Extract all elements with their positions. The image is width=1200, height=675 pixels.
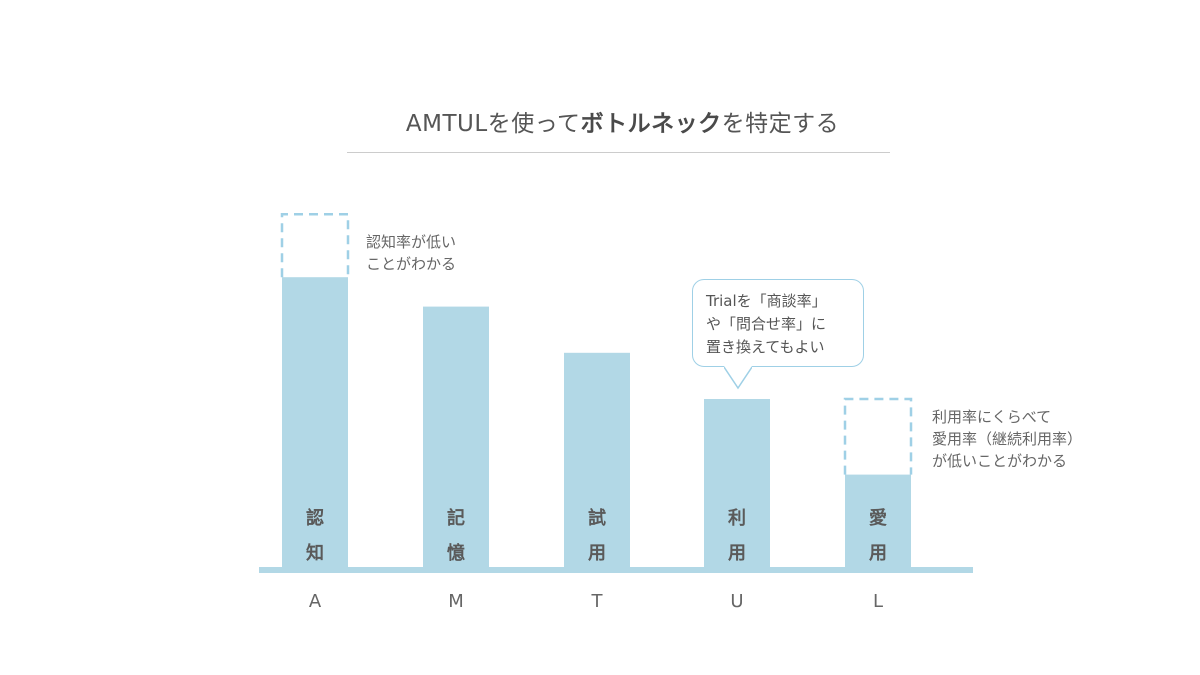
category-label-u: U xyxy=(730,591,743,612)
bar-label-t-2: 用 xyxy=(588,543,606,564)
title-suffix: を特定する xyxy=(721,111,840,137)
bar-label-l-1: 愛 xyxy=(869,507,887,529)
target-outline-l xyxy=(843,397,913,475)
title-emphasis: ボトルネック xyxy=(580,111,722,137)
baseline xyxy=(259,567,973,573)
bar-label-m-1: 記 xyxy=(447,507,465,529)
bar-label-a-2: 知 xyxy=(306,542,324,564)
bar-label-u-1: 利 xyxy=(728,507,746,529)
page-title: AMTULを使ってボトルネックを特定する xyxy=(0,104,1200,138)
bar-label-m-2: 憶 xyxy=(447,542,465,564)
category-label-m: M xyxy=(448,591,464,612)
category-label-t: T xyxy=(591,591,604,612)
bar-label-t-1: 試 xyxy=(588,507,606,529)
category-label-l: L xyxy=(873,591,883,612)
awareness-note: 認知率が低い ことがわかる xyxy=(366,233,457,273)
bar-t xyxy=(564,352,630,567)
bar-l xyxy=(845,474,911,567)
bar-label-l-2: 用 xyxy=(869,543,887,564)
target-outline-a xyxy=(280,212,350,278)
title-divider xyxy=(347,152,890,153)
callout-tail xyxy=(724,366,752,390)
bar-m xyxy=(423,306,489,567)
title-prefix: AMTULを使って xyxy=(405,111,581,137)
bar-u xyxy=(704,399,770,567)
bar-label-u-2: 用 xyxy=(728,543,746,564)
trial-callout: Trialを「商談率」 や「問合せ率」に 置き換えてもよい xyxy=(692,279,864,367)
bar-a xyxy=(282,277,348,567)
category-label-a: A xyxy=(309,591,322,612)
loyalty-note: 利用率にくらべて 愛用率（継続利用率） が低いことがわかる xyxy=(932,408,1083,470)
bar-label-a-1: 認 xyxy=(306,507,324,529)
